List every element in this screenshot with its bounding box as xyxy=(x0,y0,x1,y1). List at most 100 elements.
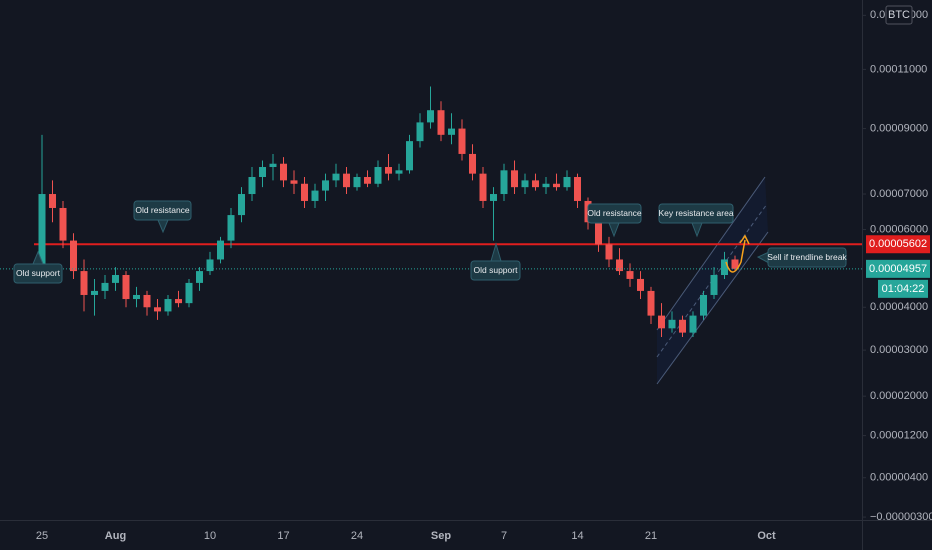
candle-body xyxy=(101,282,109,291)
candle-body xyxy=(616,259,623,272)
callout-box xyxy=(658,203,734,224)
callout: Key resistance area xyxy=(658,203,734,238)
candle-body xyxy=(196,271,203,283)
candle-body xyxy=(689,315,697,333)
arrow-head xyxy=(739,234,750,245)
callout: Sell if trendline break xyxy=(756,247,847,268)
last-price-badge xyxy=(866,259,930,278)
candle-body xyxy=(448,128,455,135)
candle-body xyxy=(164,299,172,312)
y-tick-label: 0.00001200 xyxy=(870,430,928,442)
projection-arrow xyxy=(725,239,746,273)
candle-body xyxy=(185,282,193,304)
candle-body xyxy=(154,307,161,312)
candle-body xyxy=(458,128,466,154)
candle-body xyxy=(206,259,214,272)
x-tick-label: 17 xyxy=(277,530,289,542)
candle-body xyxy=(427,110,434,123)
candle-body xyxy=(490,194,497,201)
y-tick-label: 0.00003000 xyxy=(870,344,928,356)
callout-text: Old resistance xyxy=(587,208,642,218)
callout-box xyxy=(470,260,521,281)
candle-body xyxy=(406,141,413,171)
candle-body xyxy=(385,167,392,174)
callout-box xyxy=(13,263,63,284)
countdown-badge xyxy=(878,279,928,298)
channel-upper xyxy=(656,176,766,331)
x-tick-label: 7 xyxy=(501,530,507,542)
candle-body xyxy=(721,259,728,275)
currency: BTC xyxy=(888,9,910,21)
candle-body xyxy=(511,170,518,188)
candle-body xyxy=(731,259,739,269)
candle-body xyxy=(542,183,550,188)
y-tick-label: 0.00011000 xyxy=(870,63,927,75)
price-axis: 0.000130000.000110000.000090000.00007000… xyxy=(862,5,932,523)
candle-body xyxy=(700,294,707,316)
candle-body xyxy=(227,215,235,241)
y-tick-label: −0.00000300 xyxy=(870,511,932,523)
candle-body xyxy=(626,271,634,279)
candle-body xyxy=(343,173,350,188)
candle-body xyxy=(259,167,266,178)
callout-box xyxy=(587,203,642,224)
channel-lower xyxy=(656,231,769,385)
candle-body xyxy=(647,290,655,316)
y-tick-label: 0.00002000 xyxy=(870,390,928,402)
callout-text: Key resistance area xyxy=(658,208,733,218)
y-tick-label: 0.00009000 xyxy=(870,122,928,134)
price-line-badge xyxy=(866,235,930,254)
candle-body xyxy=(395,170,403,174)
candle-body xyxy=(416,122,424,142)
candle-body xyxy=(91,290,98,295)
candle-body xyxy=(469,153,476,174)
candle-body xyxy=(269,163,277,168)
x-tick-label: 10 xyxy=(204,530,216,542)
callout-text: Old support xyxy=(474,265,519,275)
candle-body xyxy=(500,170,508,195)
candle-body xyxy=(658,315,665,329)
candle-body xyxy=(668,319,676,329)
callout: Old support xyxy=(470,242,521,281)
x-tick-label: Aug xyxy=(105,530,126,542)
candle-body xyxy=(532,180,539,188)
x-tick-label: 24 xyxy=(351,530,363,542)
candle-body xyxy=(301,183,308,201)
candle-body xyxy=(238,194,245,216)
currency-badge xyxy=(885,5,913,25)
candle-body xyxy=(605,244,613,260)
callout-box xyxy=(767,247,847,268)
candle-body xyxy=(637,278,644,291)
x-tick-label: 25 xyxy=(36,530,48,542)
y-tick-label: 0.00004000 xyxy=(870,301,928,313)
candle-body xyxy=(248,177,256,195)
x-tick-label: Sep xyxy=(431,530,451,542)
last-price-label: 0.00004957 xyxy=(869,263,927,275)
price-line-label: 0.00005602 xyxy=(869,238,927,250)
candle-body xyxy=(311,190,319,201)
candle-body xyxy=(374,167,382,184)
candle-body xyxy=(175,299,182,304)
candle-body xyxy=(59,207,67,241)
candle-body xyxy=(112,274,119,283)
candle-body xyxy=(143,294,151,308)
callout: Old support xyxy=(13,250,63,284)
y-tick-label: 0.00000400 xyxy=(870,472,928,484)
callout-text: Old support xyxy=(16,268,61,278)
candle-body xyxy=(290,180,298,184)
candle-body xyxy=(710,274,718,295)
candle-body xyxy=(280,163,287,181)
candle-body xyxy=(553,183,560,188)
callout: Old resistance xyxy=(587,203,642,238)
candle-body xyxy=(479,173,487,201)
candle-body xyxy=(679,319,686,333)
x-tick-label: 21 xyxy=(645,530,657,542)
candle-body xyxy=(364,177,371,184)
candle-body xyxy=(217,240,224,260)
countdown: 01:04:22 xyxy=(882,283,925,295)
candle-body xyxy=(521,180,529,188)
candle-body xyxy=(38,194,46,268)
callout-box xyxy=(133,200,192,221)
